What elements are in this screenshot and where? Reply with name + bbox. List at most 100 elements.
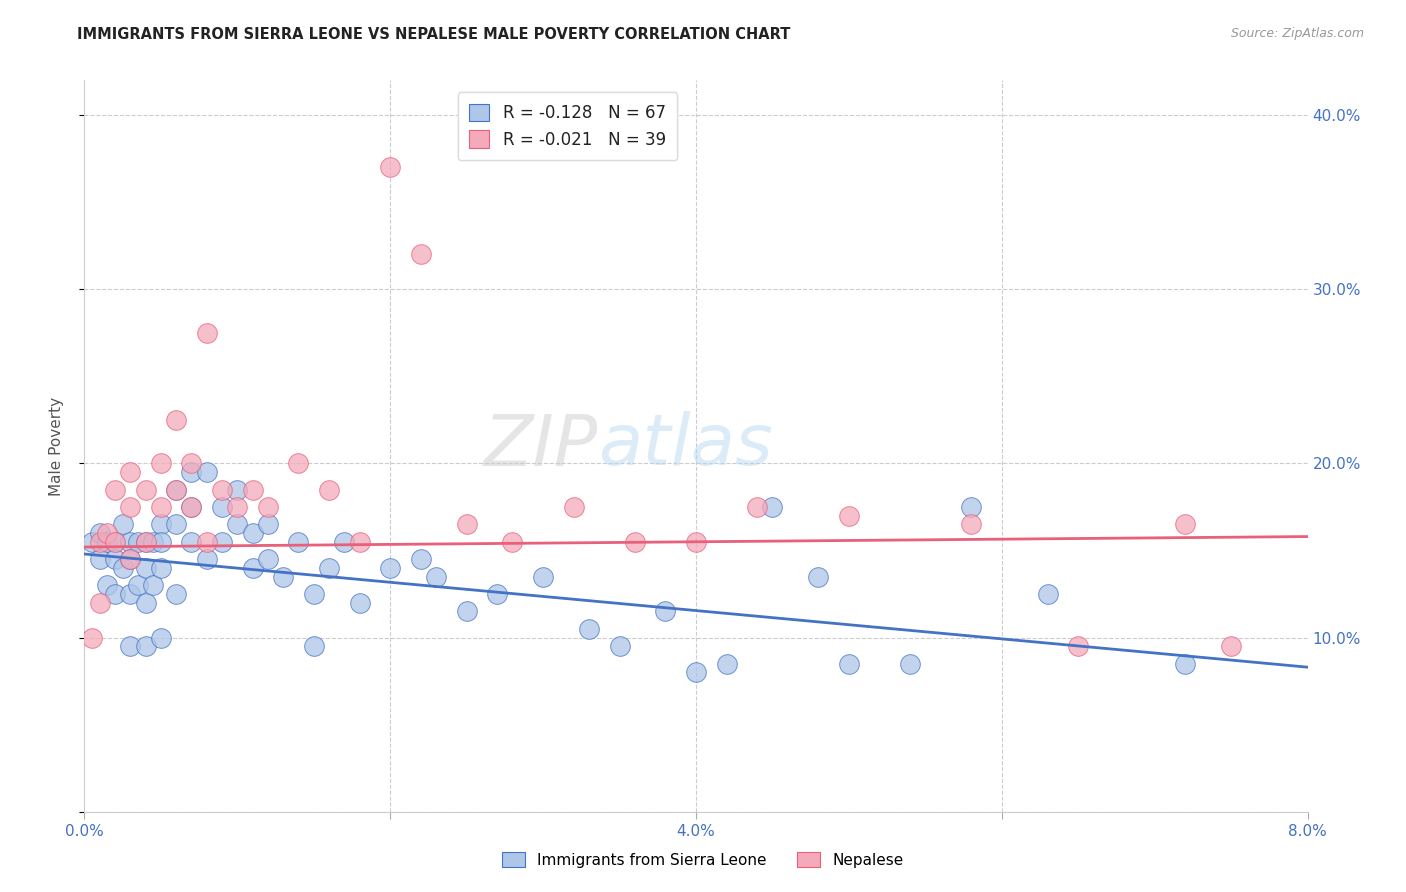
Point [531,569,554,583]
Point [257,500,280,514]
Point [898,657,921,671]
Point [165,483,187,497]
Point [89,596,111,610]
Point [685,534,707,549]
Point [960,500,983,514]
Point [287,534,309,549]
Point [747,500,769,514]
Point [96,526,118,541]
Point [318,561,340,575]
Point [624,534,647,549]
Text: Source: ZipAtlas.com: Source: ZipAtlas.com [1230,27,1364,40]
Point [127,534,149,549]
Point [104,587,127,601]
Point [302,640,325,654]
Point [242,561,264,575]
Point [142,534,165,549]
Point [807,569,830,583]
Point [135,483,157,497]
Point [271,569,294,583]
Point [257,552,280,566]
Point [226,500,249,514]
Point [456,604,478,618]
Point [211,500,233,514]
Point [135,534,157,549]
Point [195,465,218,479]
Point [120,552,142,566]
Point [104,534,127,549]
Point [486,587,509,601]
Point [502,534,524,549]
Point [120,465,142,479]
Point [609,640,631,654]
Point [578,622,600,636]
Point [180,500,202,514]
Point [149,500,172,514]
Point [104,552,127,566]
Point [149,561,172,575]
Legend: R = -0.128   N = 67, R = -0.021   N = 39: R = -0.128 N = 67, R = -0.021 N = 39 [457,92,678,161]
Point [180,500,202,514]
Point [135,640,157,654]
Point [409,552,432,566]
Point [333,534,356,549]
Point [318,483,340,497]
Point [242,526,264,541]
Point [142,578,165,592]
Text: ZIP: ZIP [484,411,598,481]
Point [838,657,860,671]
Point [257,517,280,532]
Point [89,552,111,566]
Point [120,534,142,549]
Point [226,483,249,497]
Point [195,534,218,549]
Text: IMMIGRANTS FROM SIERRA LEONE VS NEPALESE MALE POVERTY CORRELATION CHART: IMMIGRANTS FROM SIERRA LEONE VS NEPALESE… [77,27,790,42]
Point [120,552,142,566]
Point [80,631,103,645]
Point [349,534,371,549]
Point [111,561,134,575]
Point [135,561,157,575]
Legend: Immigrants from Sierra Leone, Nepalese: Immigrants from Sierra Leone, Nepalese [495,844,911,875]
Point [120,587,142,601]
Point [96,534,118,549]
Point [409,247,432,261]
Point [111,517,134,532]
Point [104,483,127,497]
Point [195,326,218,340]
Point [165,483,187,497]
Point [180,457,202,471]
Point [89,526,111,541]
Point [149,517,172,532]
Point [380,161,402,175]
Point [685,665,707,680]
Point [89,534,111,549]
Point [149,457,172,471]
Point [1174,517,1197,532]
Point [425,569,447,583]
Point [211,483,233,497]
Point [96,578,118,592]
Point [302,587,325,601]
Point [165,413,187,427]
Point [127,578,149,592]
Y-axis label: Male Poverty: Male Poverty [49,396,63,496]
Point [838,508,860,523]
Point [960,517,983,532]
Point [135,534,157,549]
Point [1067,640,1090,654]
Point [242,483,264,497]
Point [149,631,172,645]
Point [104,534,127,549]
Point [120,640,142,654]
Point [1036,587,1059,601]
Point [226,517,249,532]
Point [456,517,478,532]
Point [120,500,142,514]
Point [195,552,218,566]
Point [165,517,187,532]
Point [180,534,202,549]
Point [1220,640,1243,654]
Point [761,500,783,514]
Point [562,500,585,514]
